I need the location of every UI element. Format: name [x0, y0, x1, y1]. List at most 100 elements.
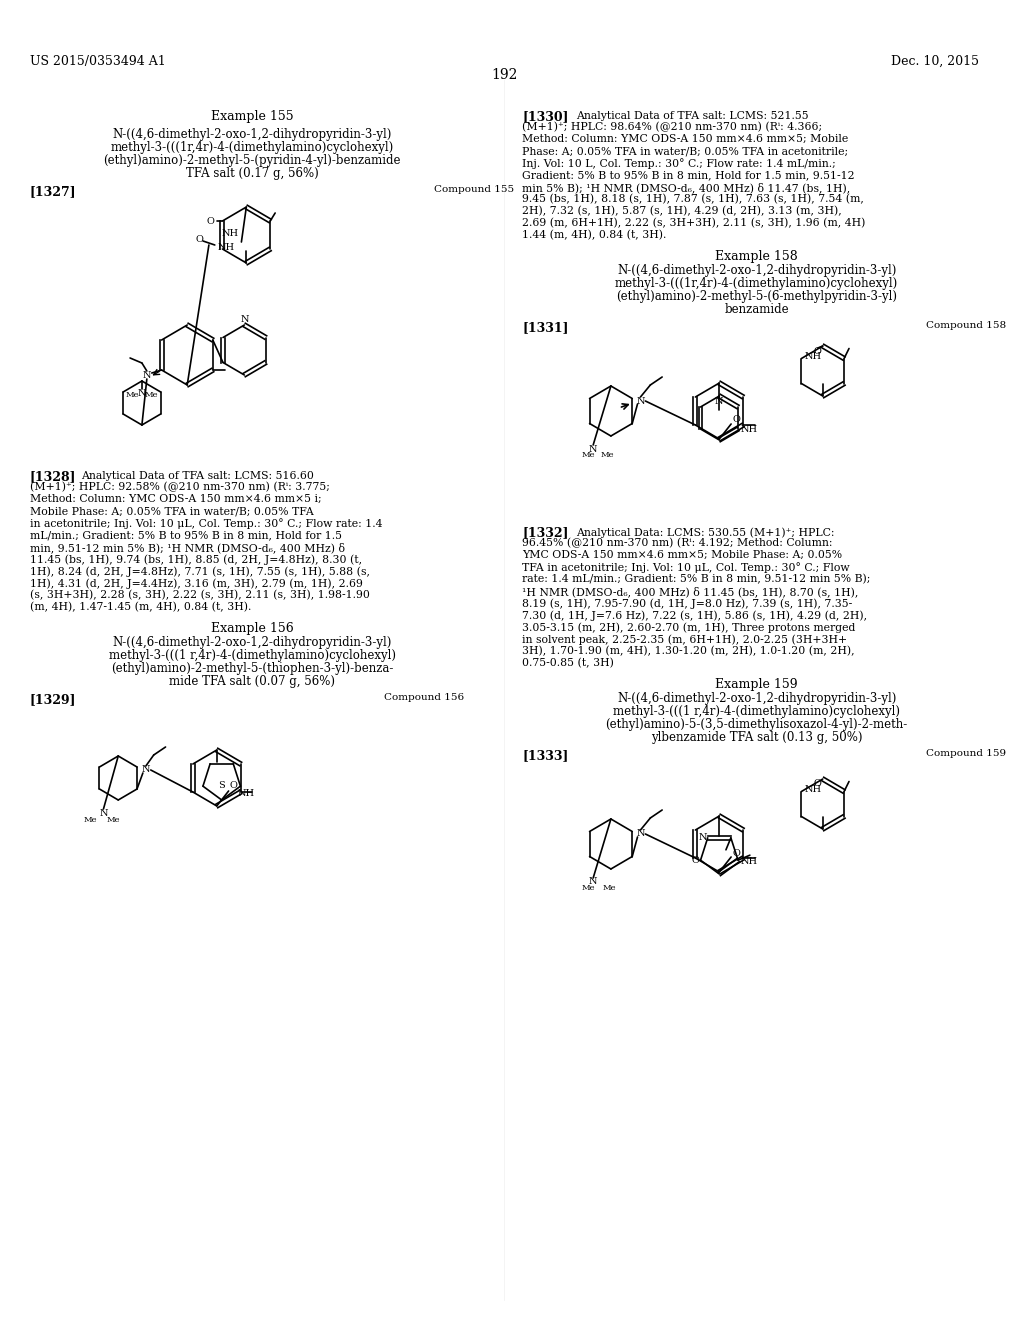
- Text: NH: NH: [740, 425, 758, 433]
- Text: Method: Column: YMC ODS-A 150 mm×4.6 mm×5 i;: Method: Column: YMC ODS-A 150 mm×4.6 mm×…: [30, 494, 322, 504]
- Text: methyl-3-(((1r,4r)-4-(dimethylamino)cyclohexyl): methyl-3-(((1r,4r)-4-(dimethylamino)cycl…: [111, 141, 394, 154]
- Text: mide TFA salt (0.07 g, 56%): mide TFA salt (0.07 g, 56%): [169, 675, 335, 688]
- Text: S: S: [218, 780, 225, 789]
- Text: [1329]: [1329]: [30, 693, 76, 706]
- Text: in solvent peak, 2.25-2.35 (m, 6H+1H), 2.0-2.25 (3H+3H+: in solvent peak, 2.25-2.35 (m, 6H+1H), 2…: [522, 634, 847, 644]
- Text: Analytical Data of TFA salt: LCMS: 516.60: Analytical Data of TFA salt: LCMS: 516.6…: [81, 471, 313, 480]
- Text: Analytical Data: LCMS: 530.55 (M+1)⁺; HPLC:: Analytical Data: LCMS: 530.55 (M+1)⁺; HP…: [577, 527, 835, 537]
- Text: ylbenzamide TFA salt (0.13 g, 50%): ylbenzamide TFA salt (0.13 g, 50%): [651, 731, 862, 744]
- Text: 7.30 (d, 1H, J=7.6 Hz), 7.22 (s, 1H), 5.86 (s, 1H), 4.29 (d, 2H),: 7.30 (d, 1H, J=7.6 Hz), 7.22 (s, 1H), 5.…: [522, 610, 867, 620]
- Text: (m, 4H), 1.47-1.45 (m, 4H), 0.84 (t, 3H).: (m, 4H), 1.47-1.45 (m, 4H), 0.84 (t, 3H)…: [30, 602, 251, 612]
- Text: N: N: [137, 388, 146, 397]
- Text: [1327]: [1327]: [30, 185, 76, 198]
- Text: N: N: [636, 829, 645, 838]
- Text: (ethyl)amino)-2-methyl-5-(6-methylpyridin-3-yl): (ethyl)amino)-2-methyl-5-(6-methylpyridi…: [616, 290, 897, 304]
- Text: methyl-3-(((1 r,4r)-4-(dimethylamino)cyclohexyl): methyl-3-(((1 r,4r)-4-(dimethylamino)cyc…: [613, 705, 900, 718]
- Text: US 2015/0353494 A1: US 2015/0353494 A1: [30, 55, 165, 69]
- Text: 2.69 (m, 6H+1H), 2.22 (s, 3H+3H), 2.11 (s, 3H), 1.96 (m, 4H): 2.69 (m, 6H+1H), 2.22 (s, 3H+3H), 2.11 (…: [522, 218, 865, 228]
- Text: methyl-3-(((1r,4r)-4-(dimethylamino)cyclohexyl): methyl-3-(((1r,4r)-4-(dimethylamino)cycl…: [615, 277, 898, 290]
- Text: 9.45 (bs, 1H), 8.18 (s, 1H), 7.87 (s, 1H), 7.63 (s, 1H), 7.54 (m,: 9.45 (bs, 1H), 8.18 (s, 1H), 7.87 (s, 1H…: [522, 194, 864, 205]
- Text: 11.45 (bs, 1H), 9.74 (bs, 1H), 8.85 (d, 2H, J=4.8Hz), 8.30 (t,: 11.45 (bs, 1H), 9.74 (bs, 1H), 8.85 (d, …: [30, 554, 361, 565]
- Text: N-((4,6-dimethyl-2-oxo-1,2-dihydropyridin-3-yl): N-((4,6-dimethyl-2-oxo-1,2-dihydropyridi…: [617, 692, 896, 705]
- Text: [1328]: [1328]: [30, 470, 76, 483]
- Text: O: O: [814, 346, 821, 355]
- Text: N-((4,6-dimethyl-2-oxo-1,2-dihydropyridin-3-yl): N-((4,6-dimethyl-2-oxo-1,2-dihydropyridi…: [113, 128, 392, 141]
- Text: min, 9.51-12 min 5% B); ¹H NMR (DMSO-d₆, 400 MHz) δ: min, 9.51-12 min 5% B); ¹H NMR (DMSO-d₆,…: [30, 543, 344, 553]
- Text: [1330]: [1330]: [522, 110, 568, 123]
- Text: N: N: [698, 833, 707, 842]
- Text: Example 159: Example 159: [716, 678, 798, 690]
- Text: 1H), 4.31 (d, 2H, J=4.4Hz), 3.16 (m, 3H), 2.79 (m, 1H), 2.69: 1H), 4.31 (d, 2H, J=4.4Hz), 3.16 (m, 3H)…: [30, 578, 362, 589]
- Text: NH: NH: [222, 228, 239, 238]
- Text: TFA in acetonitrile; Inj. Vol: 10 μL, Col. Temp.: 30° C.; Flow: TFA in acetonitrile; Inj. Vol: 10 μL, Co…: [522, 562, 850, 573]
- Text: Me: Me: [603, 884, 616, 892]
- Text: (M+1)⁺; HPLC: 98.64% (@210 nm-370 nm) (Rⁱ: 4.366;: (M+1)⁺; HPLC: 98.64% (@210 nm-370 nm) (R…: [522, 121, 822, 132]
- Text: 1H), 8.24 (d, 2H, J=4.8Hz), 7.71 (s, 1H), 7.55 (s, 1H), 5.88 (s,: 1H), 8.24 (d, 2H, J=4.8Hz), 7.71 (s, 1H)…: [30, 566, 370, 577]
- Text: N-((4,6-dimethyl-2-oxo-1,2-dihydropyridin-3-yl): N-((4,6-dimethyl-2-oxo-1,2-dihydropyridi…: [113, 636, 392, 649]
- Text: (M+1)⁺; HPLC: 92.58% (@210 nm-370 nm) (Rⁱ: 3.775;: (M+1)⁺; HPLC: 92.58% (@210 nm-370 nm) (R…: [30, 482, 330, 492]
- Text: NH: NH: [218, 243, 236, 252]
- Text: N: N: [99, 808, 108, 817]
- Text: O: O: [207, 216, 215, 226]
- Text: N: N: [715, 397, 724, 407]
- Text: N: N: [589, 878, 597, 887]
- Text: 0.75-0.85 (t, 3H): 0.75-0.85 (t, 3H): [522, 657, 614, 668]
- Text: Analytical Data of TFA salt: LCMS: 521.55: Analytical Data of TFA salt: LCMS: 521.5…: [577, 111, 809, 121]
- Text: (ethyl)amino)-2-methyl-5-(pyridin-4-yl)-benzamide: (ethyl)amino)-2-methyl-5-(pyridin-4-yl)-…: [103, 154, 401, 168]
- Text: YMC ODS-A 150 mm×4.6 mm×5; Mobile Phase: A; 0.05%: YMC ODS-A 150 mm×4.6 mm×5; Mobile Phase:…: [522, 550, 843, 560]
- Text: (ethyl)amino)-5-(3,5-dimethylisoxazol-4-yl)-2-meth-: (ethyl)amino)-5-(3,5-dimethylisoxazol-4-…: [605, 718, 908, 731]
- Text: Compound 156: Compound 156: [384, 693, 465, 702]
- Text: Inj. Vol: 10 L, Col. Temp.: 30° C.; Flow rate: 1.4 mL/min.;: Inj. Vol: 10 L, Col. Temp.: 30° C.; Flow…: [522, 158, 836, 169]
- Text: Me: Me: [125, 391, 139, 399]
- Text: mL/min.; Gradient: 5% B to 95% B in 8 min, Hold for 1.5: mL/min.; Gradient: 5% B to 95% B in 8 mi…: [30, 531, 342, 540]
- Text: O: O: [732, 849, 740, 858]
- Text: N: N: [589, 445, 597, 454]
- Text: Me: Me: [582, 884, 595, 892]
- Text: NH: NH: [238, 789, 255, 799]
- Text: Example 158: Example 158: [716, 249, 798, 263]
- Text: Me: Me: [582, 451, 595, 459]
- Text: methyl-3-(((1 r,4r)-4-(dimethylamino)cyclohexyl): methyl-3-(((1 r,4r)-4-(dimethylamino)cyc…: [109, 649, 395, 663]
- Text: rate: 1.4 mL/min.; Gradient: 5% B in 8 min, 9.51-12 min 5% B);: rate: 1.4 mL/min.; Gradient: 5% B in 8 m…: [522, 574, 870, 585]
- Text: Mobile Phase: A; 0.05% TFA in water/B; 0.05% TFA: Mobile Phase: A; 0.05% TFA in water/B; 0…: [30, 506, 313, 516]
- Text: benzamide: benzamide: [724, 304, 790, 315]
- Text: 8.19 (s, 1H), 7.95-7.90 (d, 1H, J=8.0 Hz), 7.39 (s, 1H), 7.35-: 8.19 (s, 1H), 7.95-7.90 (d, 1H, J=8.0 Hz…: [522, 598, 852, 609]
- Text: Compound 158: Compound 158: [926, 321, 1007, 330]
- Text: [1332]: [1332]: [522, 525, 568, 539]
- Text: Me: Me: [106, 816, 120, 824]
- Text: O: O: [229, 781, 238, 791]
- Text: NH: NH: [805, 785, 822, 795]
- Text: ¹H NMR (DMSO-d₆, 400 MHz) δ 11.45 (bs, 1H), 8.70 (s, 1H),: ¹H NMR (DMSO-d₆, 400 MHz) δ 11.45 (bs, 1…: [522, 586, 858, 597]
- Text: [1333]: [1333]: [522, 748, 568, 762]
- Text: N: N: [636, 396, 645, 405]
- Text: Method: Column: YMC ODS-A 150 mm×4.6 mm×5; Mobile: Method: Column: YMC ODS-A 150 mm×4.6 mm×…: [522, 135, 849, 144]
- Text: 3H), 1.70-1.90 (m, 4H), 1.30-1.20 (m, 2H), 1.0-1.20 (m, 2H),: 3H), 1.70-1.90 (m, 4H), 1.30-1.20 (m, 2H…: [522, 645, 855, 656]
- Text: 96.45% (@210 nm-370 nm) (Rⁱ: 4.192; Method: Column:: 96.45% (@210 nm-370 nm) (Rⁱ: 4.192; Meth…: [522, 539, 833, 548]
- Text: (s, 3H+3H), 2.28 (s, 3H), 2.22 (s, 3H), 2.11 (s, 3H), 1.98-1.90: (s, 3H+3H), 2.28 (s, 3H), 2.22 (s, 3H), …: [30, 590, 370, 601]
- Text: N: N: [141, 766, 151, 775]
- Text: 3.05-3.15 (m, 2H), 2.60-2.70 (m, 1H), Three protons merged: 3.05-3.15 (m, 2H), 2.60-2.70 (m, 1H), Th…: [522, 622, 856, 632]
- Text: Phase: A; 0.05% TFA in water/B; 0.05% TFA in acetonitrile;: Phase: A; 0.05% TFA in water/B; 0.05% TF…: [522, 147, 848, 156]
- Text: Example 155: Example 155: [211, 110, 294, 123]
- Text: N-((4,6-dimethyl-2-oxo-1,2-dihydropyridin-3-yl): N-((4,6-dimethyl-2-oxo-1,2-dihydropyridi…: [617, 264, 896, 277]
- Text: TFA salt (0.17 g, 56%): TFA salt (0.17 g, 56%): [186, 168, 318, 180]
- Text: [1331]: [1331]: [522, 321, 568, 334]
- Text: NH: NH: [805, 352, 822, 360]
- Text: Me: Me: [601, 451, 614, 459]
- Text: Compound 159: Compound 159: [926, 748, 1007, 758]
- Text: N: N: [142, 371, 152, 380]
- Text: 192: 192: [492, 69, 518, 82]
- Text: O: O: [196, 235, 203, 243]
- Text: min 5% B); ¹H NMR (DMSO-d₆, 400 MHz) δ 11.47 (bs, 1H),: min 5% B); ¹H NMR (DMSO-d₆, 400 MHz) δ 1…: [522, 182, 851, 193]
- Text: N: N: [240, 315, 249, 325]
- Text: (ethyl)amino)-2-methyl-5-(thiophen-3-yl)-benza-: (ethyl)amino)-2-methyl-5-(thiophen-3-yl)…: [111, 663, 393, 675]
- Text: O: O: [732, 416, 740, 425]
- Text: Me: Me: [84, 816, 97, 824]
- Text: 2H), 7.32 (s, 1H), 5.87 (s, 1H), 4.29 (d, 2H), 3.13 (m, 3H),: 2H), 7.32 (s, 1H), 5.87 (s, 1H), 4.29 (d…: [522, 206, 842, 216]
- Text: Example 156: Example 156: [211, 622, 294, 635]
- Text: 1.44 (m, 4H), 0.84 (t, 3H).: 1.44 (m, 4H), 0.84 (t, 3H).: [522, 230, 667, 240]
- Text: O: O: [691, 855, 699, 865]
- Text: NH: NH: [740, 858, 758, 866]
- Text: Me: Me: [145, 391, 159, 399]
- Text: Dec. 10, 2015: Dec. 10, 2015: [892, 55, 979, 69]
